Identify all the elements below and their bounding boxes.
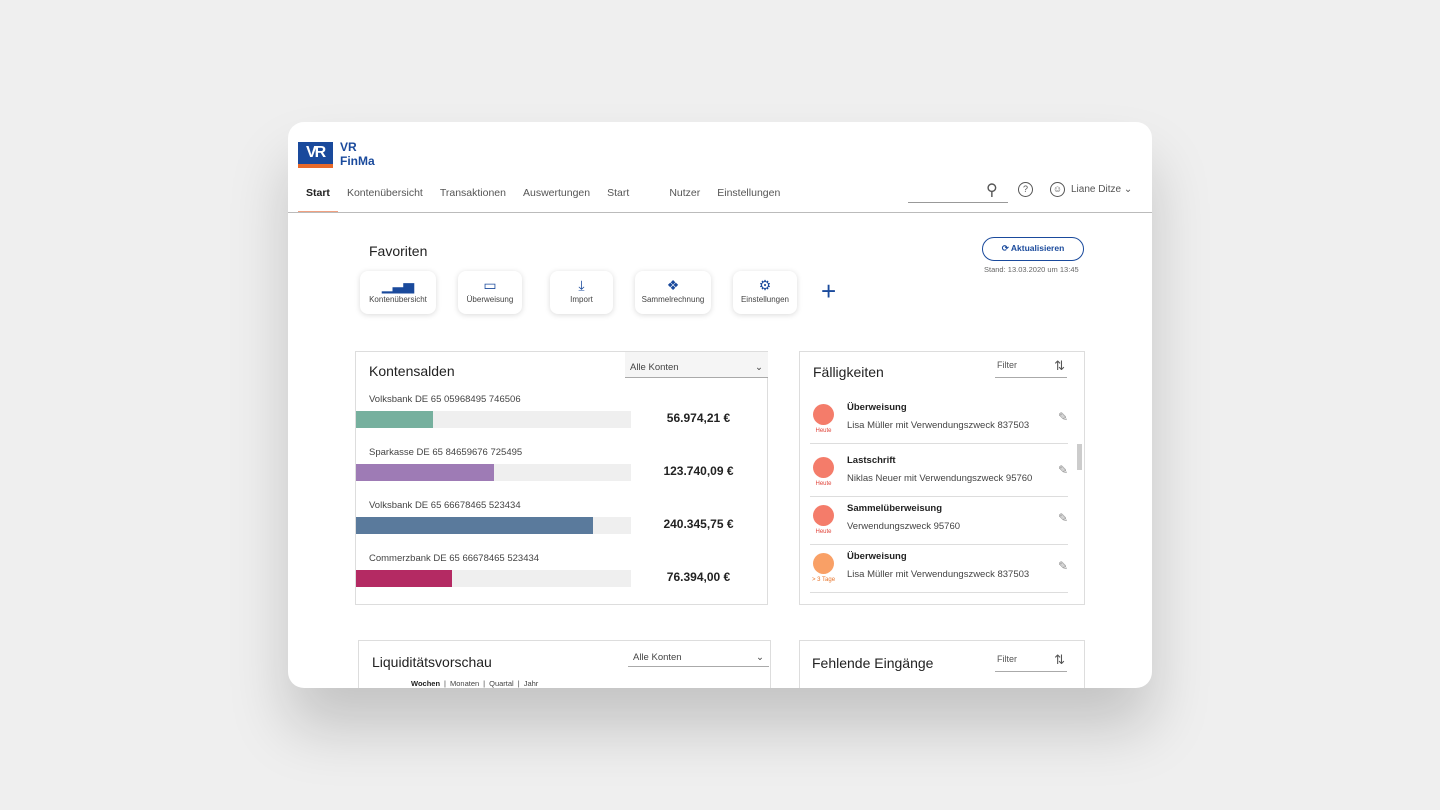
tab-jahr[interactable]: Jahr xyxy=(523,679,539,688)
kontensalden-card: Kontensalden Alle Konten ⌄ Volksbank DE 6… xyxy=(355,351,768,605)
account-balance: 123.740,09 € xyxy=(663,464,734,478)
balance-bar xyxy=(356,464,494,481)
import-icon: ⤓ xyxy=(578,277,585,293)
status-dot xyxy=(813,404,834,425)
balance-bar xyxy=(356,517,593,534)
due-title: Sammelüberweisung xyxy=(847,503,943,514)
due-description: Lisa Müller mit Verwendungszweck 837503 xyxy=(847,420,1030,431)
fav-ueberweisung[interactable]: ▭ Überweisung xyxy=(458,271,522,314)
money-icon: ❖ xyxy=(666,277,680,293)
balance-bar-track xyxy=(356,570,631,587)
due-title: Überweisung xyxy=(847,551,907,562)
account-name: Commerzbank DE 65 66678465 523434 xyxy=(369,553,540,564)
due-description: Niklas Neuer mit Verwendungszweck 95760 xyxy=(847,473,1033,484)
refresh-button[interactable]: ⟳ Aktualisieren xyxy=(982,237,1084,261)
due-label: > 3 Tage xyxy=(811,577,836,583)
edit-pencil-icon[interactable]: ✎ xyxy=(1057,559,1068,573)
main-nav: Start Kontenübersicht Transaktionen Ausw… xyxy=(298,180,789,213)
account-row[interactable]: Sparkasse DE 65 84659676 725495 123.740,… xyxy=(356,447,767,481)
due-label: Heute xyxy=(815,529,832,535)
nav-auswertungen[interactable]: Auswertungen xyxy=(522,187,591,199)
account-select[interactable]: Alle Konten ⌄ xyxy=(628,649,769,667)
account-name: Volksbank DE 65 66678465 523434 xyxy=(369,500,521,511)
gear-icon: ⚙ xyxy=(758,277,772,293)
account-row[interactable]: Commerzbank DE 65 66678465 523434 76.394… xyxy=(356,553,767,587)
search-input[interactable] xyxy=(908,202,1008,203)
filter-input[interactable]: Filter ⇅ xyxy=(995,358,1067,378)
nav-start[interactable]: Start xyxy=(298,180,338,213)
due-item[interactable]: > 3 Tage Überweisung Lisa Müller mit Ver… xyxy=(810,547,1068,593)
due-title: Lastschrift xyxy=(847,455,896,466)
account-balance: 76.394,00 € xyxy=(666,570,731,584)
fav-einstellungen[interactable]: ⚙ Einstellungen xyxy=(733,271,797,314)
add-favorite-button[interactable]: + xyxy=(821,276,837,306)
vr-logo: VR xyxy=(298,142,333,168)
balance-bar-track xyxy=(356,517,631,534)
edit-pencil-icon[interactable]: ✎ xyxy=(1057,511,1068,525)
due-label: Heute xyxy=(815,481,832,487)
tab-quartal[interactable]: Quartal xyxy=(489,679,514,688)
account-name: Volksbank DE 65 05968495 746506 xyxy=(369,394,521,405)
faelligkeiten-title: Fälligkeiten xyxy=(813,364,884,380)
due-item[interactable]: Heute Überweisung Lisa Müller mit Verwen… xyxy=(810,398,1068,444)
account-balance: 56.974,21 € xyxy=(666,411,731,425)
filter-sliders-icon: ⇅ xyxy=(1054,652,1065,667)
filter-sliders-icon: ⇅ xyxy=(1054,358,1065,373)
nav-kontenuebersicht[interactable]: Kontenübersicht xyxy=(346,187,423,199)
balance-bar xyxy=(356,570,453,587)
nav-transaktionen[interactable]: Transaktionen xyxy=(439,187,506,199)
status-dot xyxy=(813,457,834,478)
help-icon[interactable]: ? xyxy=(1018,182,1033,197)
fav-import[interactable]: ⤓ Import xyxy=(550,271,613,314)
user-menu[interactable]: Liane Ditze ⌄ xyxy=(1071,184,1132,195)
faelligkeiten-card: Fälligkeiten Filter ⇅ Heute Überweisung L… xyxy=(799,351,1085,605)
due-description: Lisa Müller mit Verwendungszweck 837503 xyxy=(847,569,1030,580)
edit-pencil-icon[interactable]: ✎ xyxy=(1057,410,1068,424)
balance-bar-track xyxy=(356,411,631,428)
fehlende-card: Fehlende Eingänge Filter ⇅ xyxy=(799,640,1085,688)
nav-nutzer[interactable]: Nutzer xyxy=(669,187,701,199)
account-balance: 240.345,75 € xyxy=(663,517,734,531)
filter-input[interactable]: Filter ⇅ xyxy=(995,652,1067,672)
due-description: Verwendungszweck 95760 xyxy=(847,521,961,532)
user-icon[interactable]: ☺ xyxy=(1050,182,1065,197)
account-select[interactable]: Alle Konten ⌄ xyxy=(625,352,768,378)
kontensalden-title: Kontensalden xyxy=(369,363,455,379)
status-dot xyxy=(813,505,834,526)
last-updated: Stand: 13.03.2020 um 13:45 xyxy=(984,265,1079,274)
bar-chart-icon: ▁▃▅ xyxy=(381,277,415,293)
user-name: Liane Ditze xyxy=(1071,184,1122,195)
fav-sammelrechnung[interactable]: ❖ Sammelrechnung xyxy=(635,271,711,314)
due-label: Heute xyxy=(815,428,832,434)
chevron-down-icon: ⌄ xyxy=(755,362,763,373)
fehlende-title: Fehlende Eingänge xyxy=(812,655,934,671)
nav-einstellungen[interactable]: Einstellungen xyxy=(717,187,781,199)
nav-divider xyxy=(288,212,1152,213)
tab-monaten[interactable]: Monaten xyxy=(449,679,480,688)
search-icon[interactable]: ⚲ xyxy=(986,182,998,199)
fav-kontenuebersicht[interactable]: ▁▃▅ Kontenübersicht xyxy=(360,271,436,314)
tab-wochen[interactable]: Wochen xyxy=(411,679,441,688)
account-row[interactable]: Volksbank DE 65 66678465 523434 240.345,… xyxy=(356,500,767,534)
card-icon: ▭ xyxy=(483,277,497,293)
balance-bar xyxy=(356,411,433,428)
scrollbar[interactable] xyxy=(1077,444,1082,470)
brand-name: VR FinMa xyxy=(340,140,375,168)
due-item[interactable]: Heute Sammelüberweisung Verwendungszweck… xyxy=(810,499,1068,545)
app-window: VR VR FinMa Start Kontenübersicht Transak… xyxy=(288,122,1152,688)
due-item[interactable]: Heute Lastschrift Niklas Neuer mit Verwe… xyxy=(810,451,1068,497)
liquiditaet-card: Liquiditätsvorschau Alle Konten ⌄ Wochen |… xyxy=(358,640,771,688)
status-dot xyxy=(813,553,834,574)
chevron-down-icon: ⌄ xyxy=(1123,184,1133,195)
refresh-icon: ⟳ xyxy=(1001,243,1009,253)
favorites-title: Favoriten xyxy=(369,243,428,259)
due-title: Überweisung xyxy=(847,402,907,413)
edit-pencil-icon[interactable]: ✎ xyxy=(1057,463,1068,477)
liquiditaet-title: Liquiditätsvorschau xyxy=(372,654,492,670)
nav-start-2[interactable]: Start xyxy=(607,187,630,199)
chevron-down-icon: ⌄ xyxy=(756,652,764,663)
account-row[interactable]: Volksbank DE 65 05968495 746506 56.974,2… xyxy=(356,394,767,428)
account-name: Sparkasse DE 65 84659676 725495 xyxy=(369,447,523,458)
balance-bar-track xyxy=(356,464,631,481)
